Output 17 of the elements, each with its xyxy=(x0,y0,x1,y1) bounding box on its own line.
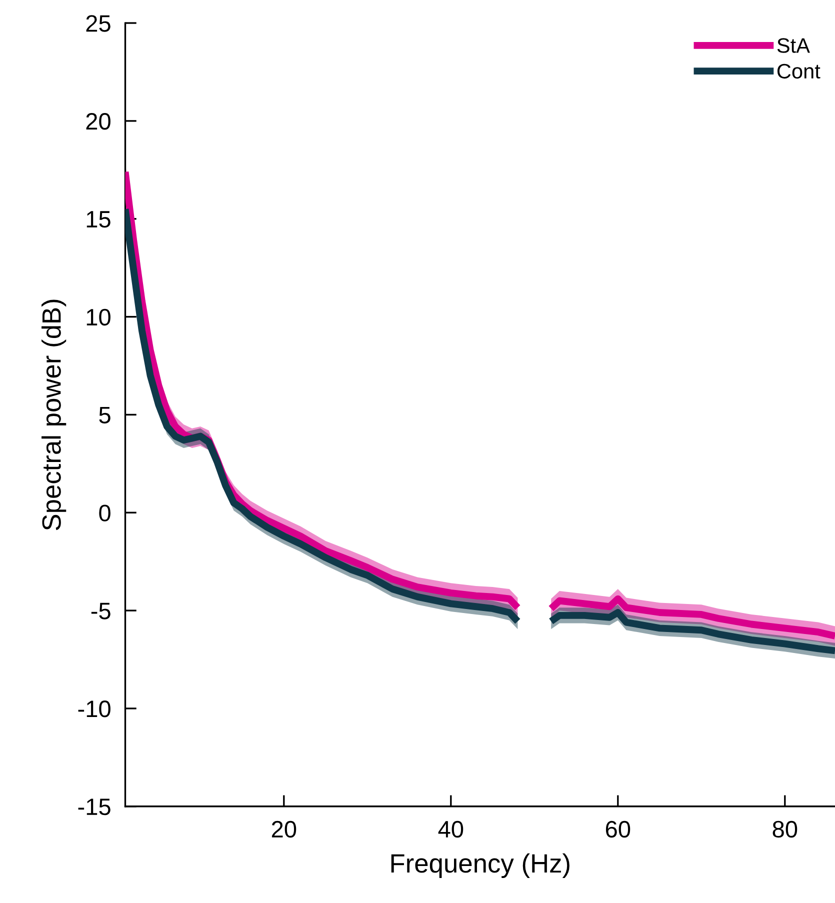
legend-label: Cont xyxy=(777,64,820,79)
x-tick-label: 80 xyxy=(772,820,798,838)
x-tick-label: 60 xyxy=(606,820,630,838)
y-tick-label: 10 xyxy=(86,308,110,326)
y-tick-label: 5 xyxy=(99,407,110,424)
y-tick-label: 0 xyxy=(99,504,110,522)
y-axis-title: Spectral power (dB) xyxy=(42,300,66,530)
x-tick-label: 40 xyxy=(438,820,464,838)
y-tick-label: 25 xyxy=(86,15,110,32)
x-tick-label: 20 xyxy=(272,820,296,838)
y-tick-label: 20 xyxy=(86,113,110,130)
x-axis-title: Frequency (Hz) xyxy=(391,853,570,878)
y-tick-label: 15 xyxy=(86,211,110,228)
y-tick-label: -5 xyxy=(91,602,110,620)
legend-label: StA xyxy=(777,38,810,53)
y-tick-label: -15 xyxy=(78,798,110,816)
y-tick-label: -10 xyxy=(78,700,110,718)
